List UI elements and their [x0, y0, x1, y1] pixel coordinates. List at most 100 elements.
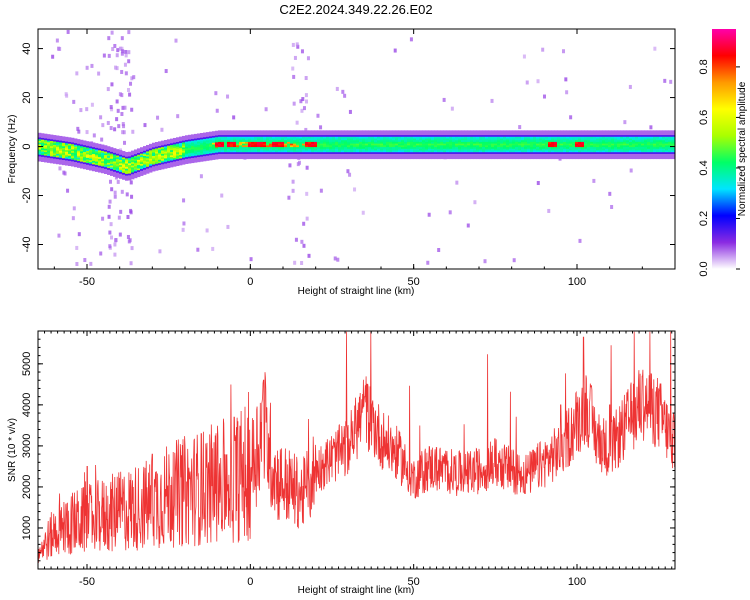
heatmap-cell	[281, 142, 285, 146]
heatmap-cell	[254, 130, 258, 134]
heatmap-cell	[302, 130, 306, 134]
heatmap-cell	[449, 140, 453, 144]
heatmap-cell	[596, 138, 600, 142]
heatmap-cell	[317, 140, 321, 144]
heatmap-cell	[509, 152, 513, 156]
heatmap-cell	[650, 130, 654, 134]
heatmap-cell	[155, 164, 159, 168]
heatmap-cell	[296, 144, 300, 148]
snr-series-line	[38, 331, 675, 564]
heatmap-cell	[146, 148, 150, 152]
heatmap-cell	[629, 152, 633, 156]
heatmap-cell	[284, 135, 288, 139]
heatmap-cell	[578, 133, 582, 137]
heatmap-cell	[383, 137, 387, 141]
heatmap-cell	[488, 138, 492, 142]
heatmap-cell	[146, 151, 150, 155]
heatmap-cell	[521, 145, 525, 149]
heatmap-cell	[227, 132, 231, 136]
heatmap-cell	[512, 133, 516, 137]
heatmap-cell	[434, 149, 438, 153]
heatmap-cell	[182, 135, 186, 139]
heatmap-cell	[323, 133, 327, 137]
heatmap-cell	[440, 137, 444, 141]
heatmap-cell	[248, 147, 252, 151]
heatmap-cell	[560, 152, 564, 156]
heatmap-cell	[263, 137, 267, 141]
heatmap-cell	[62, 151, 66, 155]
heatmap-cell	[176, 137, 180, 141]
heatmap-speckle	[106, 120, 110, 125]
heatmap-cell	[125, 170, 129, 174]
heatmap-cell	[452, 130, 456, 134]
heatmap-cell	[236, 145, 240, 149]
heatmap-cell	[491, 135, 495, 139]
heatmap-cell	[146, 170, 150, 174]
heatmap-cell	[554, 152, 558, 156]
heatmap-cell	[320, 133, 324, 137]
heatmap-speckle	[304, 127, 308, 132]
heatmap-cell	[74, 138, 78, 142]
heatmap-cell	[425, 135, 429, 139]
heatmap-cell	[662, 137, 666, 141]
heatmap-cell	[605, 137, 609, 141]
heatmap-cell	[488, 135, 492, 139]
heatmap-cell	[95, 160, 99, 164]
heatmap-cell	[335, 133, 339, 137]
heatmap-cell	[542, 135, 546, 139]
heatmap-cell	[581, 154, 585, 158]
heatmap-cell	[392, 156, 396, 160]
heatmap-cell	[635, 137, 639, 141]
heatmap-cell	[71, 151, 75, 155]
heatmap-cell	[644, 147, 648, 151]
heatmap-cell	[404, 132, 408, 136]
heatmap-cell	[290, 132, 294, 136]
heatmap-cell	[227, 147, 231, 151]
heatmap-cell	[413, 133, 417, 137]
heatmap-cell	[170, 157, 174, 161]
heatmap-cell	[491, 152, 495, 156]
heatmap-cell	[209, 141, 213, 145]
heatmap-cell	[248, 137, 252, 141]
heatmap-cell	[236, 147, 240, 151]
heatmap-cell	[158, 146, 162, 150]
heatmap-cell	[497, 156, 501, 160]
heatmap-cell	[596, 142, 600, 146]
heatmap-cell	[113, 165, 117, 169]
heatmap-cell	[149, 152, 153, 156]
heatmap-cell	[299, 133, 303, 137]
heatmap-cell	[566, 150, 570, 154]
heatmap-cell	[338, 149, 342, 153]
heatmap-cell	[140, 147, 144, 151]
heatmap-cell	[59, 159, 63, 163]
heatmap-y-tick-label: 40	[21, 42, 33, 54]
heatmap-cell	[350, 133, 354, 137]
heatmap-cell	[464, 152, 468, 156]
heatmap-cell	[599, 154, 603, 158]
heatmap-cell	[38, 148, 42, 152]
heatmap-cell	[59, 158, 63, 162]
heatmap-cell	[140, 154, 144, 158]
heatmap-cell	[665, 156, 669, 160]
heatmap-cell	[656, 138, 660, 142]
heatmap-cell	[176, 149, 180, 153]
heatmap-cell	[242, 132, 246, 136]
heatmap-cell	[653, 142, 657, 146]
heatmap-cell	[413, 144, 417, 148]
heatmap-cell	[125, 167, 129, 171]
heatmap-cell	[641, 133, 645, 137]
heatmap-cell	[59, 141, 63, 145]
heatmap-cell	[119, 163, 123, 167]
heatmap-cell	[479, 149, 483, 153]
heatmap-cell	[290, 130, 294, 134]
heatmap-cell	[482, 147, 486, 151]
heatmap-cell	[74, 157, 78, 161]
heatmap-cell	[59, 151, 63, 155]
heatmap-cell	[380, 149, 384, 153]
heatmap-cell	[119, 168, 123, 172]
heatmap-cell	[671, 144, 675, 148]
heatmap-cell	[311, 138, 315, 142]
heatmap-cell	[353, 145, 357, 149]
heatmap-cell	[641, 135, 645, 139]
heatmap-cell	[617, 147, 621, 151]
